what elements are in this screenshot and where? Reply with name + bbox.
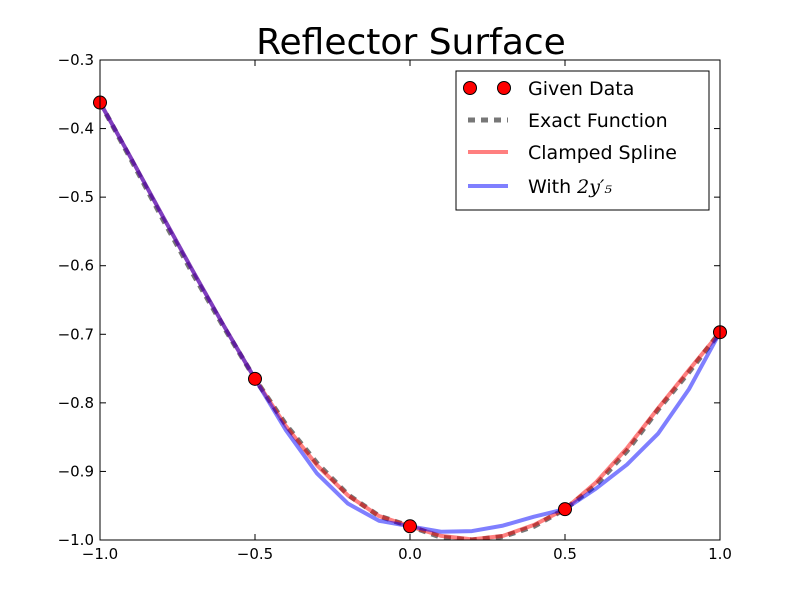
legend-label-text: Given Data	[528, 78, 634, 100]
x-tick-label: 0.5	[553, 545, 577, 563]
legend-label-text: With	[528, 176, 571, 198]
y-tick-label: −1.0	[58, 531, 94, 549]
legend-label: Exact Function	[528, 110, 668, 132]
x-tick-label: −1.0	[82, 545, 118, 563]
legend-label-math: 2y′₅	[571, 176, 612, 198]
x-axis: −1.0 −0.5 0.0 0.5 1.0	[82, 60, 732, 563]
x-tick-label: 1.0	[708, 545, 732, 563]
y-tick-label: −0.3	[58, 51, 94, 69]
data-point-given-data	[558, 502, 572, 517]
plot-frame	[99, 59, 721, 541]
x-tick-label: 0.0	[398, 545, 422, 563]
legend-label-text: Exact Function	[528, 110, 668, 132]
data-point-given-data	[403, 519, 417, 534]
legend-label: Clamped Spline	[528, 142, 677, 164]
y-tick-label: −0.7	[58, 325, 94, 343]
legend: Given Data Exact Function Clamped Spline Wi…	[455, 70, 710, 211]
y-tick-label: −0.4	[58, 120, 94, 138]
x-tick-label: −0.5	[237, 545, 273, 563]
chart-title: Reflector Surface	[256, 22, 566, 63]
data-point-given-data	[248, 371, 262, 386]
y-tick-label: −0.5	[58, 188, 94, 206]
y-tick-label: −0.9	[58, 462, 94, 480]
legend-marker-given-data	[463, 81, 477, 95]
y-tick-label: −0.8	[58, 394, 94, 412]
legend-label: Given Data	[528, 78, 634, 100]
y-tick-label: −0.6	[58, 257, 94, 275]
plot-area	[93, 95, 727, 540]
legend-label: With 2y′₅	[528, 176, 612, 198]
legend-marker-given-data	[497, 81, 511, 95]
legend-label-text: Clamped Spline	[528, 142, 677, 164]
